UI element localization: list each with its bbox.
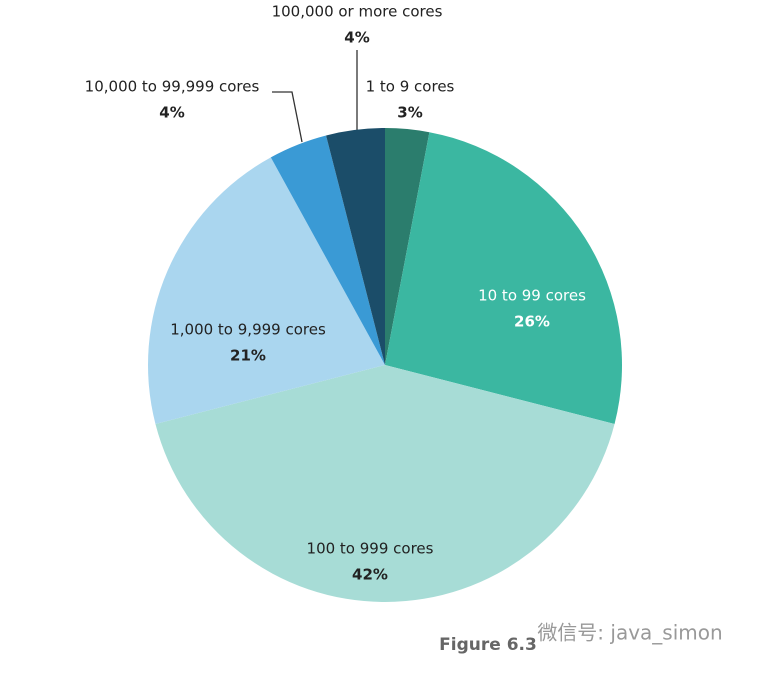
leader-line — [272, 91, 303, 143]
slice-label: 100 to 999 cores — [307, 540, 434, 558]
value-label: 42% — [352, 566, 388, 584]
value-label: 21% — [230, 347, 266, 365]
value-label: 4% — [344, 29, 369, 47]
pie-slice — [385, 128, 430, 365]
slice-label: 1,000 to 9,999 cores — [170, 321, 326, 339]
pie-slice — [147, 157, 385, 424]
value-label: 4% — [159, 104, 184, 122]
caption: Figure 6.3 — [439, 635, 537, 655]
watermark: 微信号: java_simon — [537, 621, 722, 645]
pie-slice — [326, 128, 385, 365]
pie-slice — [385, 132, 622, 424]
slice-label: 10 to 99 cores — [478, 287, 586, 305]
value-label: 3% — [397, 104, 422, 122]
pie-slice — [155, 365, 615, 602]
slice-label: 10,000 to 99,999 cores — [85, 78, 260, 96]
pie-slice — [270, 135, 385, 365]
slice-label: 1 to 9 cores — [366, 78, 455, 96]
value-label: 26% — [514, 313, 550, 331]
slice-label: 100,000 or more cores — [272, 3, 443, 21]
